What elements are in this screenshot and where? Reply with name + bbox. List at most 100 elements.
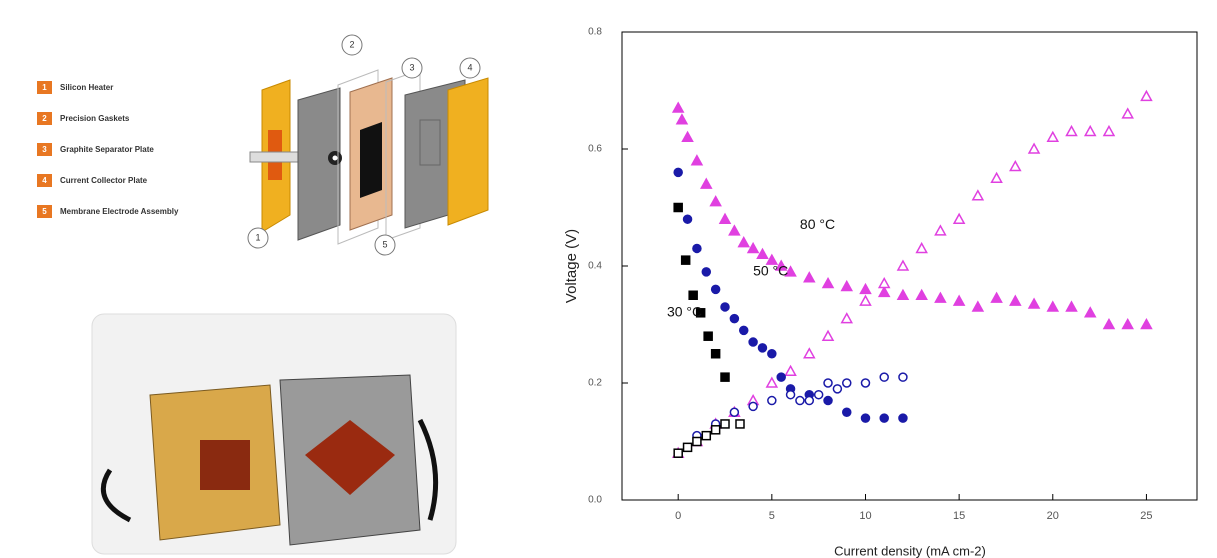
triangle-marker: [1010, 162, 1020, 171]
x-tick-label: 10: [859, 510, 871, 522]
triangle-marker: [804, 349, 814, 358]
circle-marker: [768, 397, 776, 405]
triangle-marker: [1123, 109, 1133, 118]
mea-active-area: [360, 122, 382, 198]
triangle-marker: [917, 243, 927, 252]
square-marker: [712, 426, 720, 434]
square-marker: [702, 432, 710, 440]
circle-marker: [824, 379, 832, 387]
triangle-marker: [804, 273, 814, 282]
triangle-marker: [1104, 320, 1114, 329]
x-tick-label: 20: [1047, 510, 1059, 522]
triangle-marker: [692, 156, 702, 165]
legend-number: 3: [42, 145, 47, 154]
triangle-marker: [879, 287, 889, 296]
circle-marker: [861, 414, 869, 422]
triangle-marker: [1141, 91, 1151, 100]
triangle-marker: [1085, 126, 1095, 135]
legend-label: Silicon Heater: [60, 83, 113, 92]
triangle-marker: [992, 173, 1002, 182]
diagram-legend: 1 Silicon Heater 2 Precision Gaskets 3 G…: [37, 81, 179, 218]
triangle-marker: [720, 214, 730, 223]
triangle-marker: [823, 279, 833, 288]
annotation: 80 °C: [800, 216, 835, 232]
plot-frame: [622, 32, 1197, 500]
circle-marker: [824, 397, 832, 405]
callout-number: 4: [467, 62, 472, 72]
circle-marker: [730, 315, 738, 323]
triangle-marker: [683, 132, 693, 141]
legend-number: 2: [42, 114, 47, 123]
triangle-marker: [1141, 320, 1151, 329]
legend-label: Membrane Electrode Assembly: [60, 207, 179, 216]
triangle-marker: [1067, 126, 1077, 135]
circle-marker: [833, 385, 841, 393]
y-tick-label: 0.4: [588, 261, 602, 272]
annotation: 30 °C: [667, 304, 702, 320]
triangle-marker: [1029, 299, 1039, 308]
circle-marker: [899, 414, 907, 422]
circle-marker: [861, 379, 869, 387]
circle-marker: [843, 379, 851, 387]
square-marker: [674, 449, 682, 457]
circle-marker: [758, 344, 766, 352]
legend-label: Graphite Separator Plate: [60, 145, 154, 154]
page: 1 Silicon Heater 2 Precision Gaskets 3 G…: [0, 0, 1217, 558]
triangle-marker: [673, 103, 683, 112]
triangle-marker: [1048, 302, 1058, 311]
triangle-marker: [748, 243, 758, 252]
triangle-marker: [842, 281, 852, 290]
triangle-marker: [1010, 296, 1020, 305]
y-tick-label: 0.8: [588, 27, 602, 38]
square-marker: [693, 438, 701, 446]
circle-marker: [899, 373, 907, 381]
x-tick-label: 0: [675, 510, 681, 522]
square-marker: [736, 420, 744, 428]
legend-number: 5: [42, 207, 47, 216]
triangle-marker: [954, 214, 964, 223]
x-axis-label: Current density (mA cm-2): [834, 543, 986, 558]
callout-number: 1: [255, 232, 260, 242]
y-tick-label: 0.6: [588, 144, 602, 155]
triangle-marker: [757, 249, 767, 258]
triangle-marker: [767, 378, 777, 387]
triangle-marker: [860, 284, 870, 293]
triangle-marker: [1104, 126, 1114, 135]
collector-plate: [448, 78, 488, 225]
triangle-marker: [973, 302, 983, 311]
square-marker: [704, 332, 712, 340]
y-tick-label: 0.0: [588, 495, 602, 506]
mea-window: [200, 440, 250, 490]
triangle-marker: [823, 331, 833, 340]
circle-marker: [702, 268, 710, 276]
triangle-marker: [860, 296, 870, 305]
legend-label: Precision Gaskets: [60, 114, 130, 123]
circle-marker: [721, 303, 729, 311]
triangle-marker: [898, 290, 908, 299]
circle-marker: [880, 373, 888, 381]
annotation: 50 °C: [753, 263, 788, 279]
circle-marker: [843, 408, 851, 416]
callout-number: 5: [382, 239, 387, 249]
triangle-marker: [879, 279, 889, 288]
triangle-marker: [973, 191, 983, 200]
circle-marker: [777, 373, 785, 381]
square-marker: [721, 373, 729, 381]
x-tick-label: 5: [769, 510, 775, 522]
legend-number: 1: [42, 83, 47, 92]
circle-marker: [674, 168, 682, 176]
square-marker: [684, 443, 692, 451]
circle-marker: [815, 391, 823, 399]
photo: [92, 314, 456, 554]
circle-marker: [684, 215, 692, 223]
port: [333, 156, 338, 161]
callout-number: 3: [409, 62, 414, 72]
circle-marker: [749, 402, 757, 410]
square-marker: [682, 256, 690, 264]
triangle-marker: [898, 261, 908, 270]
triangle-marker: [711, 197, 721, 206]
triangle-marker: [917, 290, 927, 299]
square-marker: [721, 420, 729, 428]
triangle-marker: [786, 366, 796, 375]
y-axis-label: Voltage (V): [563, 229, 580, 303]
